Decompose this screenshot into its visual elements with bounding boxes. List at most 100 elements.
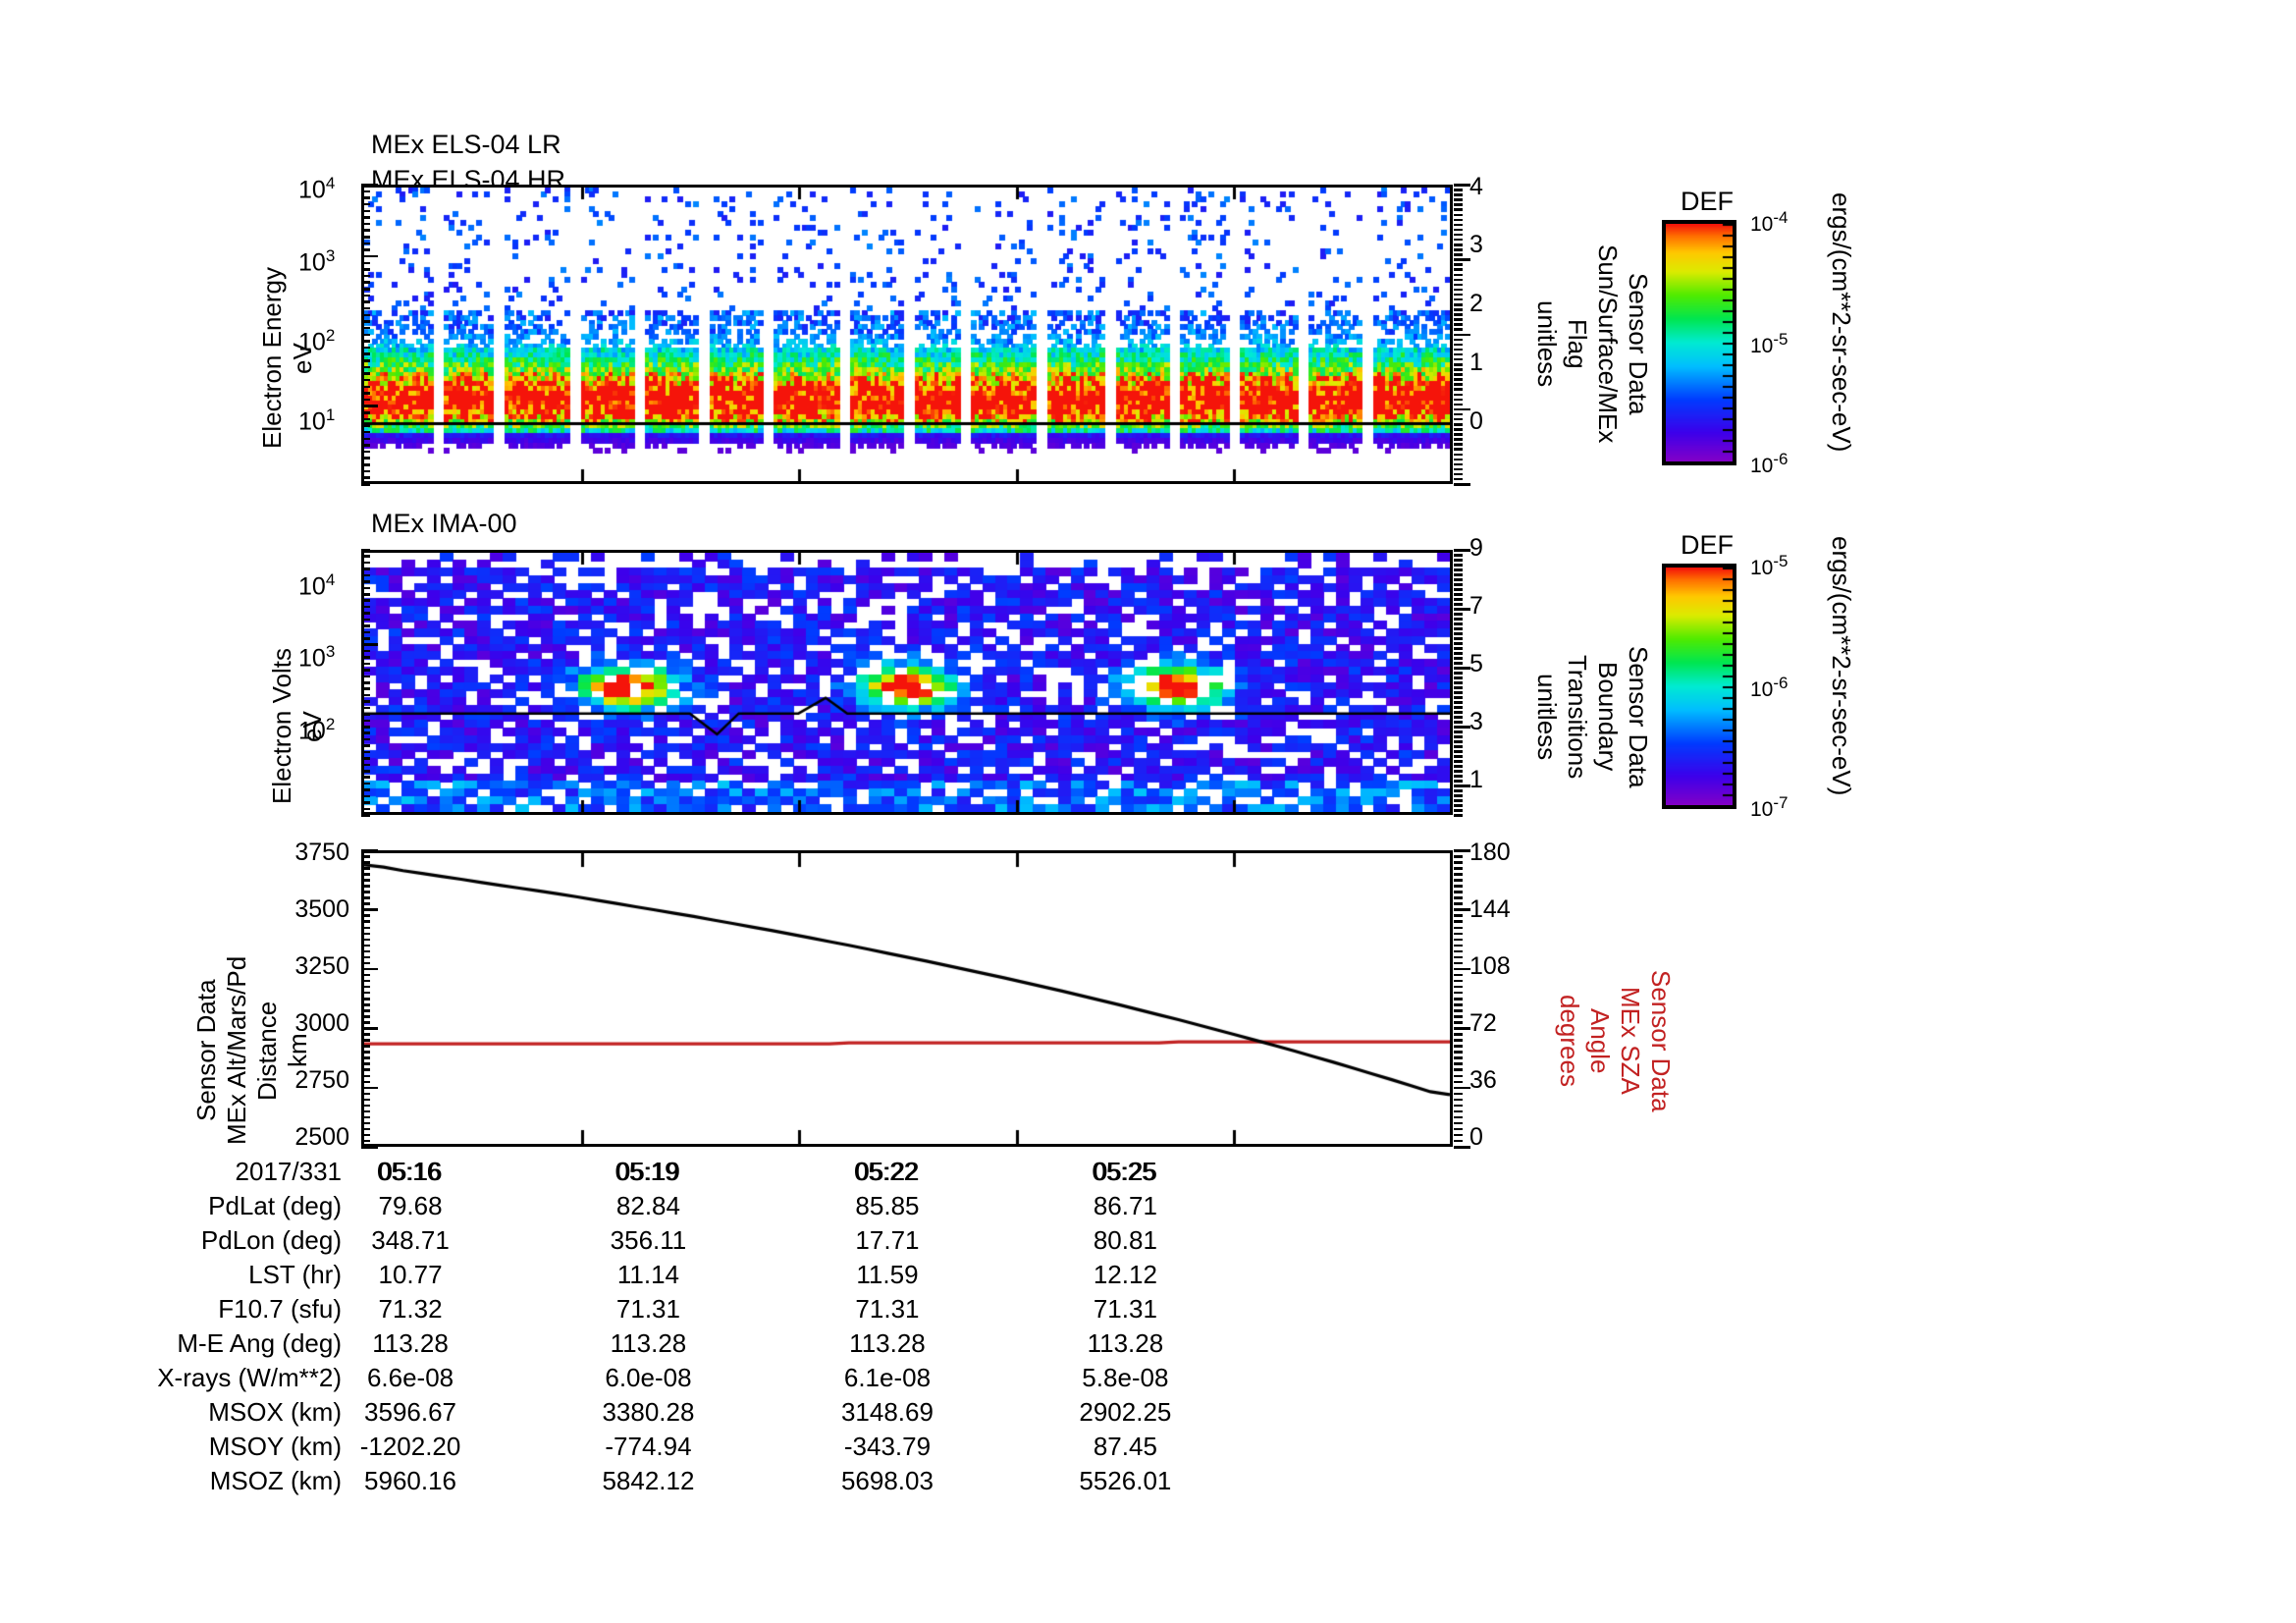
axis-tick xyxy=(1454,991,1463,995)
panel2-colorbar-label-top: 10-5 xyxy=(1750,552,1789,579)
axis-tick xyxy=(361,216,370,219)
table-cell: 17.71 xyxy=(855,1225,920,1255)
axis-tick xyxy=(1454,258,1470,261)
table-row-label: MSOX (km) xyxy=(208,1397,342,1427)
axis-tick xyxy=(361,184,378,187)
axis-tick xyxy=(1454,686,1463,689)
axis-tick xyxy=(361,726,370,729)
axis-tick xyxy=(1454,873,1463,876)
axis-tick xyxy=(1454,293,1463,297)
axis-tick xyxy=(1454,203,1463,206)
axis-tick xyxy=(1454,363,1463,366)
p3-yl3: Distance xyxy=(252,1001,282,1101)
table-cell: 356.11 xyxy=(610,1225,687,1255)
axis-tick xyxy=(361,794,370,798)
axis-tick xyxy=(1454,721,1463,724)
axis-tick xyxy=(361,313,370,317)
axis-tick xyxy=(1454,368,1463,371)
axis-tick xyxy=(1454,1039,1463,1042)
axis-tick xyxy=(1454,849,1470,852)
axis-tick xyxy=(361,955,370,959)
axis-tick xyxy=(361,949,370,953)
axis-tick xyxy=(361,1139,370,1143)
axis-tick xyxy=(1454,588,1463,591)
axis-tick xyxy=(1454,618,1463,621)
axis-tick xyxy=(361,649,370,653)
axis-tick xyxy=(361,770,370,773)
axis-tick xyxy=(1454,298,1463,301)
axis-tick xyxy=(361,662,370,666)
axis-tick xyxy=(1454,867,1463,870)
axis-tick xyxy=(361,669,370,672)
axis-tick xyxy=(361,693,370,697)
panel3-ytick-3250: 3250 xyxy=(294,952,349,980)
axis-tick xyxy=(1454,243,1463,246)
axis-tick xyxy=(361,713,370,716)
axis-tick xyxy=(361,346,370,350)
axis-tick xyxy=(361,891,370,893)
table-row-label: F10.7 (sfu) xyxy=(218,1294,342,1324)
axis-tick xyxy=(361,1092,370,1096)
table-cell: 82.84 xyxy=(615,1191,680,1220)
axis-tick xyxy=(361,967,378,971)
axis-tick xyxy=(1454,443,1463,446)
axis-tick xyxy=(361,1146,378,1149)
axis-tick xyxy=(361,867,370,870)
axis-tick xyxy=(1454,750,1463,753)
panel3-ytick-3500: 3500 xyxy=(294,895,349,923)
axis-tick xyxy=(361,985,370,989)
axis-tick xyxy=(1454,549,1470,552)
table-cell: 5960.16 xyxy=(364,1466,457,1495)
panel2-spectrogram-canvas xyxy=(364,553,1450,812)
axis-tick xyxy=(1454,233,1463,237)
axis-tick xyxy=(1454,760,1463,763)
panel2-colorbar-label-mid: 10-6 xyxy=(1750,674,1789,701)
panel1-plot-area[interactable] xyxy=(361,185,1453,484)
axis-tick xyxy=(361,750,370,754)
panel1-colorbar-label-top: 10-4 xyxy=(1750,208,1789,236)
axis-tick xyxy=(361,372,370,375)
axis-tick xyxy=(1454,268,1463,271)
axis-tick xyxy=(1454,979,1463,983)
panel2-plot-area[interactable] xyxy=(361,550,1453,815)
axis-tick xyxy=(361,568,370,570)
axis-tick xyxy=(1454,902,1463,905)
panel3-plot-area[interactable] xyxy=(361,850,1453,1147)
panel3-xtick-0: 05:16 xyxy=(377,1157,442,1186)
panel2-colorbar-gradient xyxy=(1666,568,1733,805)
axis-tick xyxy=(361,902,370,905)
axis-tick xyxy=(1454,438,1463,441)
axis-tick xyxy=(1454,799,1463,802)
axis-tick xyxy=(1454,263,1463,266)
panel1-right-tick-0: 0 xyxy=(1469,407,1483,435)
axis-tick xyxy=(1454,1021,1463,1024)
axis-tick xyxy=(1454,784,1470,787)
panel1-spectrogram-canvas xyxy=(364,188,1450,481)
table-row-label: MSOZ (km) xyxy=(209,1466,342,1495)
axis-tick xyxy=(361,1133,370,1137)
axis-tick xyxy=(1454,184,1470,187)
axis-tick xyxy=(1454,735,1463,738)
table-cell: 11.14 xyxy=(616,1260,680,1289)
axis-tick xyxy=(361,788,370,791)
axis-tick xyxy=(1454,483,1470,486)
axis-tick xyxy=(1454,278,1463,282)
axis-tick xyxy=(361,630,370,634)
table-cell: 113.28 xyxy=(372,1328,449,1358)
axis-tick xyxy=(361,549,370,552)
axis-tick xyxy=(361,998,370,1001)
table-cell: 11.59 xyxy=(856,1260,919,1289)
axis-tick xyxy=(1454,568,1463,571)
table-cell: 113.28 xyxy=(849,1328,926,1358)
panel1-colorbar-label-mid: 10-5 xyxy=(1750,330,1789,357)
table-row-label: LST (hr) xyxy=(248,1260,342,1289)
axis-tick xyxy=(1454,343,1463,347)
axis-tick xyxy=(361,593,370,596)
axis-tick xyxy=(361,1074,370,1078)
table-cell: 6.6e-08 xyxy=(366,1363,454,1392)
axis-tick xyxy=(361,274,370,278)
axis-tick xyxy=(361,1021,370,1024)
panel3-right-tick-36: 36 xyxy=(1469,1066,1497,1094)
axis-tick xyxy=(1454,383,1463,386)
table-cell: 5698.03 xyxy=(840,1466,934,1495)
